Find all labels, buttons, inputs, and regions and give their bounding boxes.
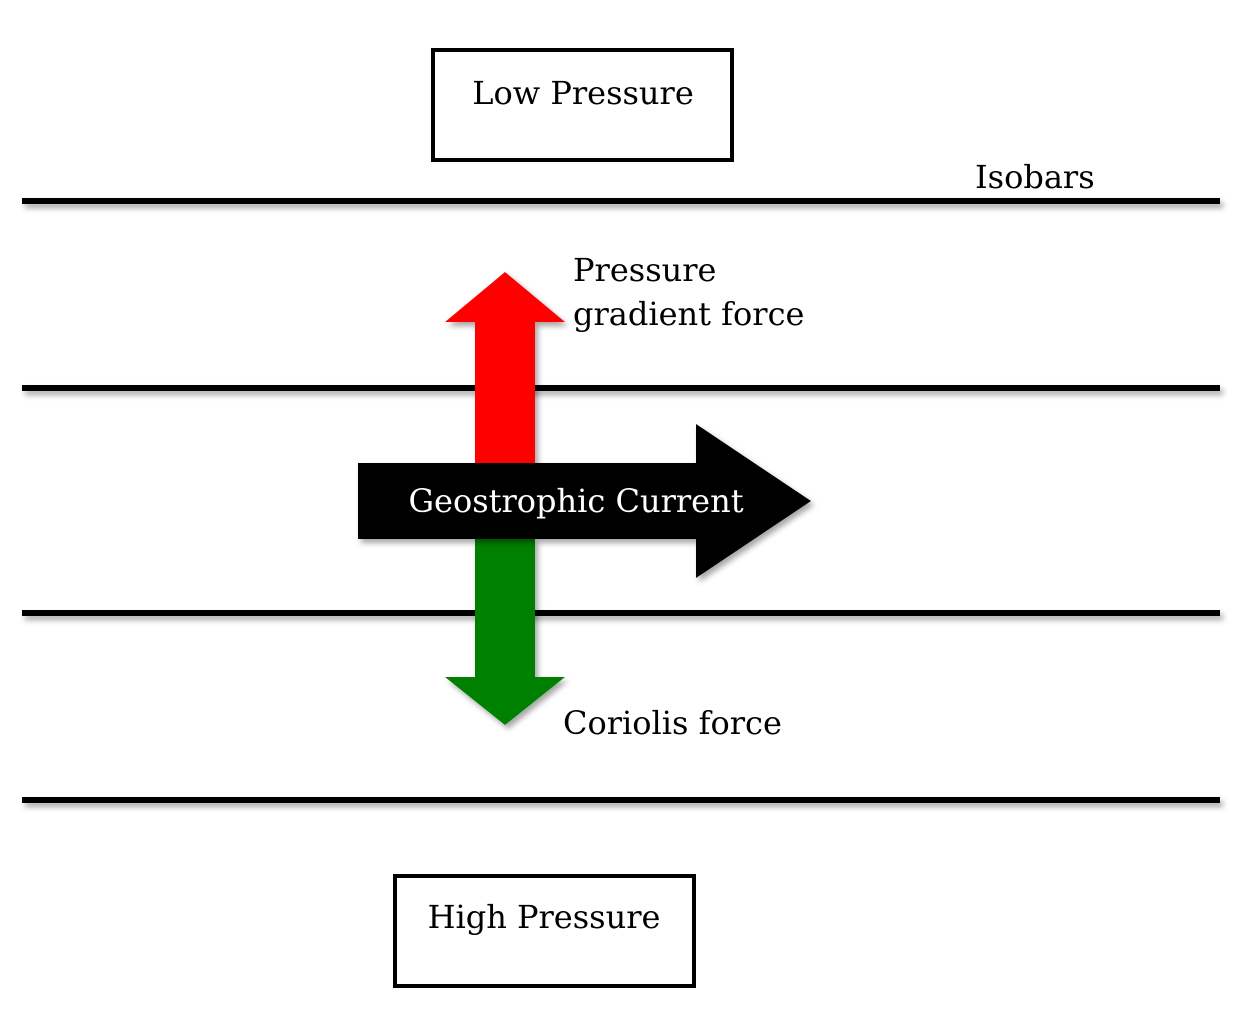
coriolis-arrow <box>445 538 565 725</box>
low-pressure-box <box>431 48 734 162</box>
geostrophic-current-label: Geostrophic Current <box>408 482 743 520</box>
pressure-gradient-label-line1: Pressure <box>573 251 716 289</box>
pressure-gradient-arrow <box>445 272 565 465</box>
geostrophic-current-arrow <box>358 424 811 578</box>
high-pressure-label: High Pressure <box>428 898 661 936</box>
isobar-lines <box>22 198 1220 803</box>
high-pressure-box <box>393 874 696 988</box>
coriolis-label: Coriolis force <box>563 704 782 742</box>
low-pressure-label: Low Pressure <box>472 74 694 112</box>
isobars-label: Isobars <box>975 158 1095 196</box>
pressure-gradient-label-line2: gradient force <box>573 295 804 333</box>
